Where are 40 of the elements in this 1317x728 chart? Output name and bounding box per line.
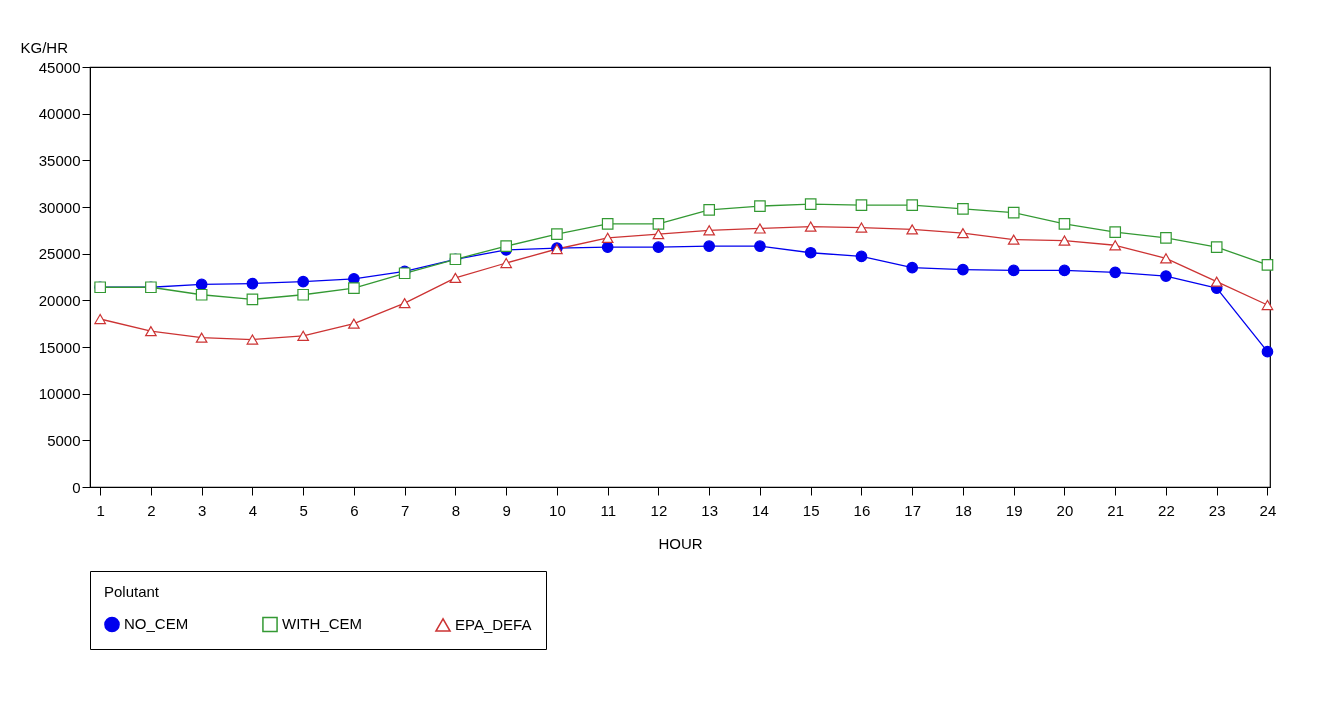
y-tick-label: 40000 bbox=[38, 105, 81, 123]
y-tick-label: 20000 bbox=[38, 291, 81, 309]
y-tick-label: 25000 bbox=[38, 245, 81, 263]
x-tick-label: 22 bbox=[1158, 501, 1175, 519]
x-tick-label: 21 bbox=[1107, 501, 1125, 519]
x-tick-label: 3 bbox=[197, 501, 207, 519]
x-tick-label: 14 bbox=[752, 501, 769, 519]
x-tick-label: 15 bbox=[802, 501, 820, 519]
x-tick-label: 18 bbox=[955, 501, 972, 519]
x-tick-label: 9 bbox=[502, 501, 511, 519]
x-tick-label: 11 bbox=[600, 501, 616, 519]
y-tick-label: 0 bbox=[72, 478, 81, 496]
x-tick-label: 23 bbox=[1208, 501, 1226, 519]
y-tick-label: 45000 bbox=[38, 58, 81, 76]
y-tick-label: 35000 bbox=[38, 151, 81, 169]
x-tick-label: 12 bbox=[650, 501, 668, 519]
legend-label: WITH_CEM bbox=[282, 615, 362, 633]
x-tick-label: 20 bbox=[1056, 501, 1074, 519]
legend-label: NO_CEM bbox=[124, 615, 189, 633]
y-tick-label: 30000 bbox=[38, 198, 81, 216]
x-tick-label: 5 bbox=[299, 501, 308, 519]
x-tick-label: 16 bbox=[853, 501, 871, 519]
y-tick-label: 5000 bbox=[47, 431, 81, 449]
x-tick-label: 10 bbox=[549, 501, 566, 519]
x-tick-label: 1 bbox=[96, 501, 105, 519]
y-tick-label: 10000 bbox=[38, 385, 81, 403]
legend-label: EPA_DEFA bbox=[455, 615, 532, 633]
x-tick-label: 19 bbox=[1005, 501, 1023, 519]
x-tick-label: 4 bbox=[248, 501, 258, 519]
x-tick-label: 24 bbox=[1259, 501, 1277, 519]
x-axis-title: HOUR bbox=[658, 534, 703, 552]
x-tick-label: 7 bbox=[400, 501, 410, 519]
x-tick-label: 8 bbox=[451, 501, 461, 519]
legend-title: Polutant bbox=[104, 583, 160, 600]
x-tick-label: 17 bbox=[904, 501, 922, 519]
y-axis-title: KG/HR bbox=[20, 38, 69, 56]
y-tick-label: 15000 bbox=[38, 338, 81, 356]
x-tick-label: 13 bbox=[701, 501, 719, 519]
x-tick-label: 2 bbox=[147, 501, 156, 519]
x-tick-label: 6 bbox=[350, 501, 359, 519]
